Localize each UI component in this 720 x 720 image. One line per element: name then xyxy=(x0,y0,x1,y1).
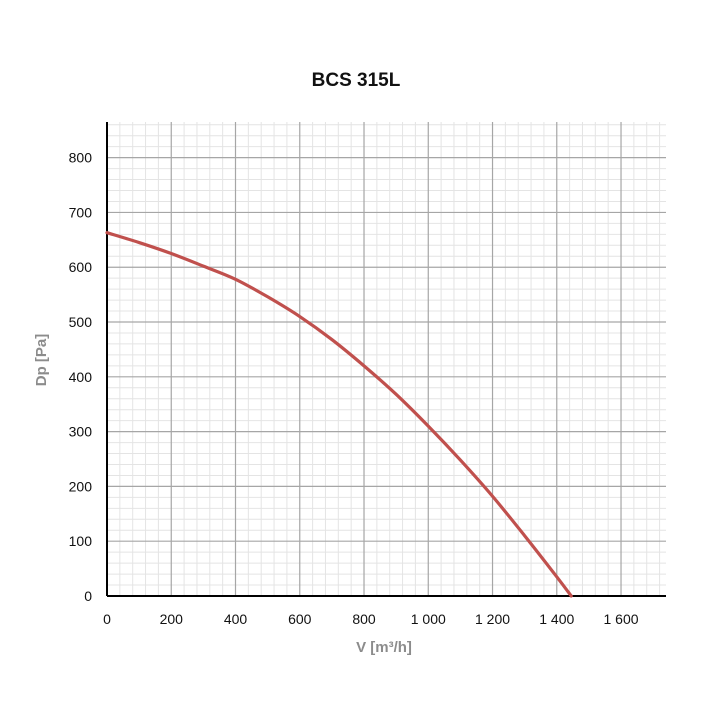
y-tick-label: 0 xyxy=(84,588,92,604)
y-axis-label: Dp [Pa] xyxy=(33,334,50,387)
x-tick-label: 600 xyxy=(288,611,312,627)
y-tick-label: 400 xyxy=(69,369,93,385)
series-layer xyxy=(105,231,573,598)
x-tick-label: 1 400 xyxy=(539,611,574,627)
x-tick-label: 200 xyxy=(160,611,184,627)
minor-grid xyxy=(107,122,666,596)
x-tick-label: 1 000 xyxy=(411,611,446,627)
x-tick-label: 400 xyxy=(224,611,248,627)
x-tick-label: 1 200 xyxy=(475,611,510,627)
axes xyxy=(106,122,666,597)
y-tick-label: 100 xyxy=(69,533,93,549)
y-tick-label: 800 xyxy=(69,150,93,166)
y-tick-label: 600 xyxy=(69,259,93,275)
chart-title: BCS 315L xyxy=(312,70,401,91)
series-line xyxy=(105,231,573,598)
y-tick-label: 500 xyxy=(69,314,93,330)
y-tick-label: 700 xyxy=(69,204,93,220)
x-tick-label: 1 600 xyxy=(603,611,638,627)
x-tick-label: 0 xyxy=(103,611,111,627)
x-axis-label: V [m³/h] xyxy=(356,639,412,656)
y-tick-label: 300 xyxy=(69,424,93,440)
major-grid xyxy=(107,122,666,596)
y-tick-labels: 0 100 200 300 400 500 600 700 800 xyxy=(69,150,93,604)
x-tick-label: 800 xyxy=(352,611,376,627)
y-tick-label: 200 xyxy=(69,478,93,494)
x-tick-labels: 0 200 400 600 800 1 000 1 200 1 400 1 600 xyxy=(103,611,639,627)
